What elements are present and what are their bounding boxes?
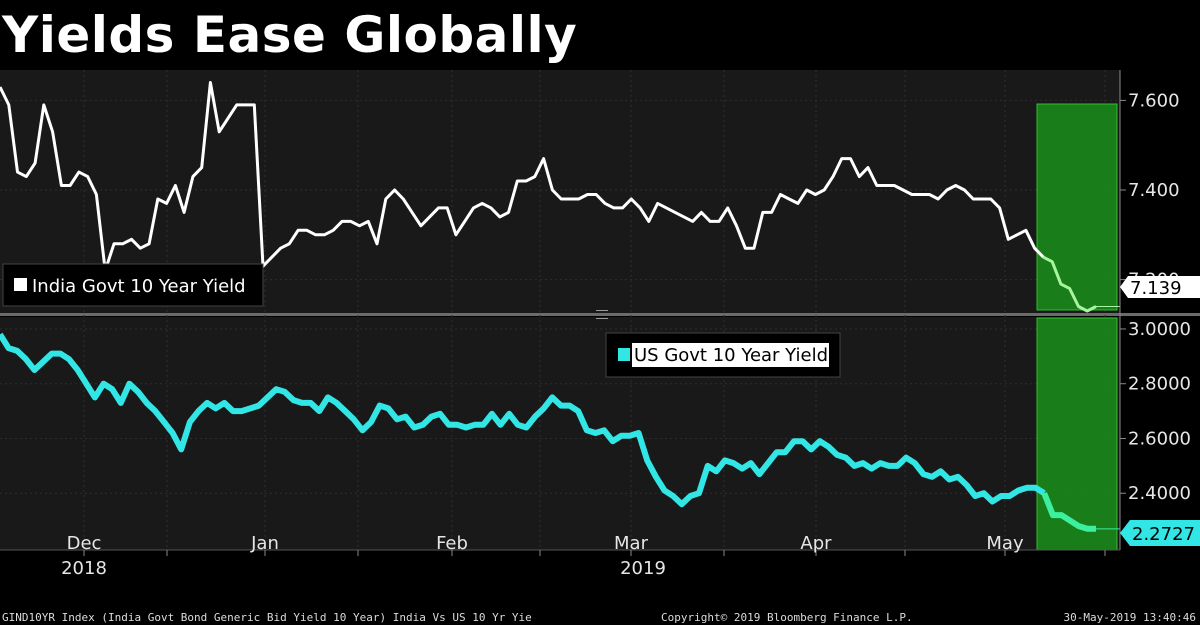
- india-last-value-badge: 7.139: [1120, 276, 1200, 299]
- x-tick-label-mar: Mar: [614, 533, 649, 554]
- chart-title: Yields Ease Globally: [2, 6, 578, 64]
- y-tick-label-india: 7.400: [1128, 180, 1180, 201]
- highlight-box-india: [1036, 103, 1118, 311]
- highlight-box-group: [1036, 103, 1118, 551]
- india-legend-label: India Govt 10 Year Yield: [32, 276, 246, 297]
- us-panel: [0, 317, 1120, 550]
- x-tick-label-apr: Apr: [800, 533, 832, 554]
- y-tick-label-us: 2.6000: [1128, 428, 1191, 449]
- us-last-value-badge: 2.2727: [1120, 520, 1200, 546]
- india-badge-shape: [1120, 276, 1200, 298]
- us-legend[interactable]: US Govt 10 Year Yield: [605, 332, 841, 378]
- us-badge-shape: [1120, 520, 1200, 546]
- india-legend-swatch: [14, 278, 27, 291]
- y-tick-label-us: 2.8000: [1128, 374, 1191, 395]
- india-last-value: 7.139: [1130, 278, 1182, 299]
- x-tick-label-jan: Jan: [250, 533, 279, 554]
- footer-source: GIND10YR Index (India Govt Bond Generic …: [2, 611, 532, 624]
- series-line-us: [0, 332, 1046, 508]
- footer-timestamp: 30-May-2019 13:40:46: [1064, 611, 1196, 624]
- x-axis-ticks: [83, 550, 1106, 556]
- series-lines: [0, 81, 1120, 532]
- divider-handle[interactable]: [596, 310, 608, 311]
- series-line-highlight-india: [1042, 255, 1097, 313]
- x-year-label-2018: 2018: [61, 558, 107, 579]
- x-tick-label-may: May: [986, 533, 1024, 554]
- x-tick-label-dec: Dec: [67, 533, 102, 554]
- x-tick-label-feb: Feb: [436, 533, 468, 554]
- us-legend-swatch: [618, 348, 630, 361]
- us-legend-label-bg: [632, 343, 829, 367]
- india-legend[interactable]: India Govt 10 Year Yield: [2, 263, 264, 307]
- highlight-box-us: [1036, 317, 1118, 551]
- divider-handle-lower[interactable]: [596, 318, 608, 319]
- y-tick-label-india: 7.600: [1128, 90, 1180, 111]
- y-tick-label-us: 2.4000: [1128, 483, 1191, 504]
- panel-divider: [0, 313, 1200, 316]
- us-legend-label: US Govt 10 Year Yield: [634, 345, 828, 366]
- series-line-highlight-us: [1041, 492, 1096, 532]
- x-year-label-2019: 2019: [620, 558, 666, 579]
- y-tick-label-us: 3.0000: [1128, 319, 1191, 340]
- series-line-india: [0, 81, 1045, 273]
- us-last-value: 2.2727: [1132, 524, 1195, 545]
- footer-copyright: Copyright© 2019 Bloomberg Finance L.P.: [661, 611, 913, 624]
- india-legend-box: [2, 263, 264, 307]
